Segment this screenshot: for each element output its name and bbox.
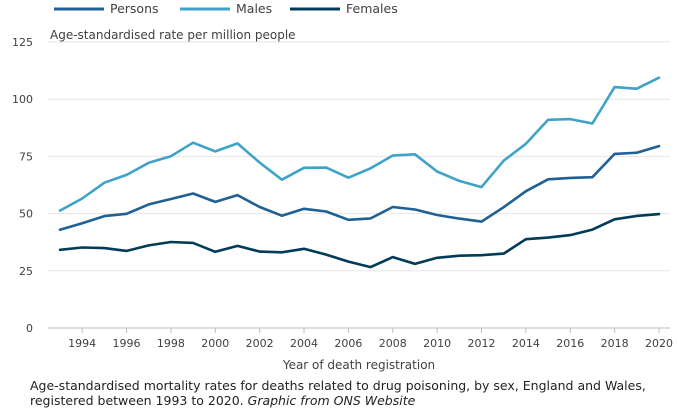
x-tick-label-2006: 2006 (334, 337, 362, 350)
y-tick-label-50: 50 (19, 208, 33, 221)
x-tick-label-2002: 2002 (246, 337, 274, 350)
series-line-females (58, 212, 661, 269)
gridlines (48, 41, 670, 329)
y-tick-label-75: 75 (19, 150, 33, 163)
legend-label-persons: Persons (110, 1, 159, 16)
legend-label-females: Females (346, 1, 398, 16)
x-tick-label-1998: 1998 (157, 337, 185, 350)
chart-caption: Age-standardised mortality rates for dea… (30, 378, 670, 408)
caption-text: Age-standardised mortality rates for dea… (30, 378, 646, 408)
x-tick-label-2014: 2014 (512, 337, 540, 350)
y-tick-label-100: 100 (12, 93, 33, 106)
series-line-males (58, 76, 661, 212)
series-lines (58, 76, 661, 269)
y-axis-label: Age-standardised rate per million people (50, 28, 296, 42)
y-tick-labels: 0 25 50 75 100 125 (12, 36, 33, 335)
x-tick-label-1996: 1996 (113, 337, 141, 350)
y-tick-label-0: 0 (26, 322, 33, 335)
x-tick-label-2004: 2004 (290, 337, 318, 350)
line-chart: Persons Males Females Age-standardised rat… (12, 1, 673, 372)
x-tick-label-2000: 2000 (201, 337, 229, 350)
y-tick-label-25: 25 (19, 265, 33, 278)
x-tick-label-1994: 1994 (68, 337, 96, 350)
legend: Persons Males Females (54, 1, 398, 16)
x-tick-label-2012: 2012 (468, 337, 496, 350)
x-axis-label: Year of death registration (282, 358, 435, 372)
y-tick-label-125: 125 (12, 36, 33, 49)
x-tick-label-2020: 2020 (645, 337, 673, 350)
x-tick-label-2008: 2008 (379, 337, 407, 350)
legend-label-males: Males (236, 1, 272, 16)
series-line-persons (58, 144, 661, 232)
x-tick-labels: 1994 1996 1998 2000 2002 2004 2006 2008 2010 2012… (68, 328, 673, 350)
x-tick-label-2018: 2018 (601, 337, 629, 350)
x-tick-label-2010: 2010 (423, 337, 451, 350)
caption-source: Graphic from ONS Website (247, 393, 416, 408)
x-tick-label-2016: 2016 (556, 337, 584, 350)
